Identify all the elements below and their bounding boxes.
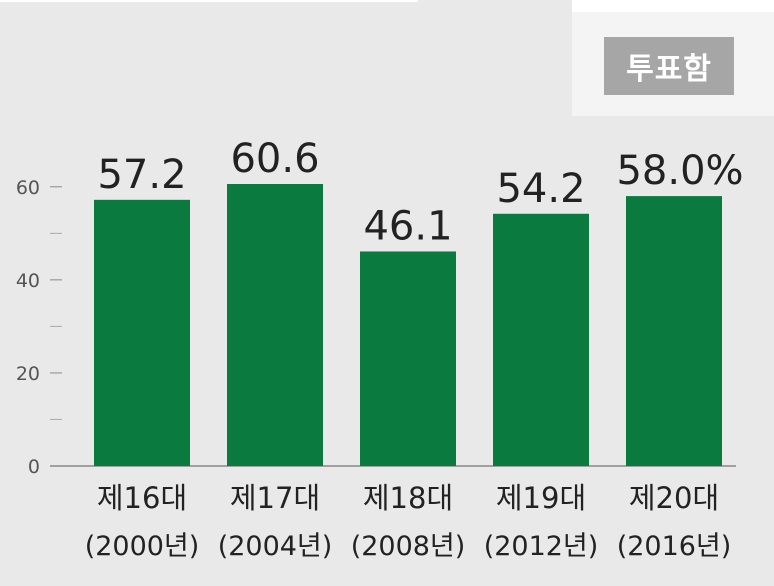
top-divider (0, 0, 418, 2)
y-tick-label: 20 (16, 363, 40, 385)
bar (360, 251, 456, 466)
category-label: 제18대 (363, 481, 453, 515)
ballot-panel-header (572, 0, 774, 12)
bar-value-label: 60.6 (230, 136, 319, 182)
bar (626, 196, 722, 467)
y-tick-label: 0 (28, 456, 40, 478)
bar-value-label: 54.2 (496, 166, 585, 212)
bar (493, 213, 589, 466)
category-label: 제17대 (230, 481, 320, 515)
category-label: 제19대 (496, 481, 586, 515)
bar-value-label: 46.1 (363, 203, 452, 249)
y-tick-label: 40 (16, 270, 40, 292)
category-label: 제20대 (629, 481, 719, 515)
category-year-label: (2012년) (484, 531, 599, 562)
category-year-label: (2008년) (351, 531, 466, 562)
ballot-box-label: 투표함 (604, 37, 734, 95)
y-tick-label: 60 (16, 177, 40, 199)
category-year-label: (2016년) (617, 531, 732, 562)
category-year-label: (2004년) (218, 531, 333, 562)
bar-value-label: 57.2 (97, 152, 186, 198)
category-year-label: (2000년) (85, 531, 200, 562)
category-label: 제16대 (97, 481, 187, 515)
bar-value-label: 58.0% (616, 148, 743, 194)
bar (227, 184, 323, 466)
bar (94, 199, 190, 466)
